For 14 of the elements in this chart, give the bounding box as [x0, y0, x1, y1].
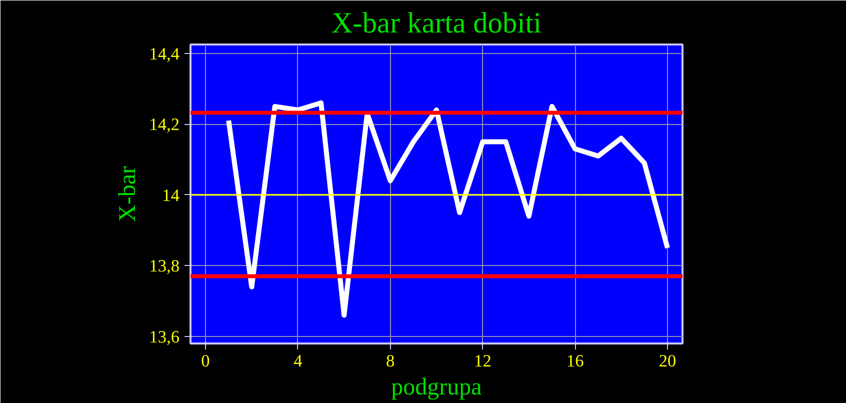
y-tick-label: 13,8 [149, 256, 180, 276]
chart-title: X-bar karta dobiti [331, 8, 542, 40]
x-axis-title: podgrupa [391, 374, 482, 400]
x-tick-label: 0 [201, 352, 210, 370]
x-tick-label: 4 [294, 352, 303, 370]
x-tick-label: 8 [386, 352, 395, 370]
y-tick-label: 13,6 [149, 327, 180, 346]
x-tick-label: 16 [566, 352, 584, 370]
y-axis-title: X-bar [115, 166, 142, 222]
y-tick-label: 14,2 [149, 115, 180, 134]
y-tick-label: 14,4 [149, 44, 180, 64]
y-tick-label: 14 [162, 186, 180, 205]
x-tick-label: 20 [658, 352, 676, 370]
x-tick-label: 12 [474, 352, 492, 370]
